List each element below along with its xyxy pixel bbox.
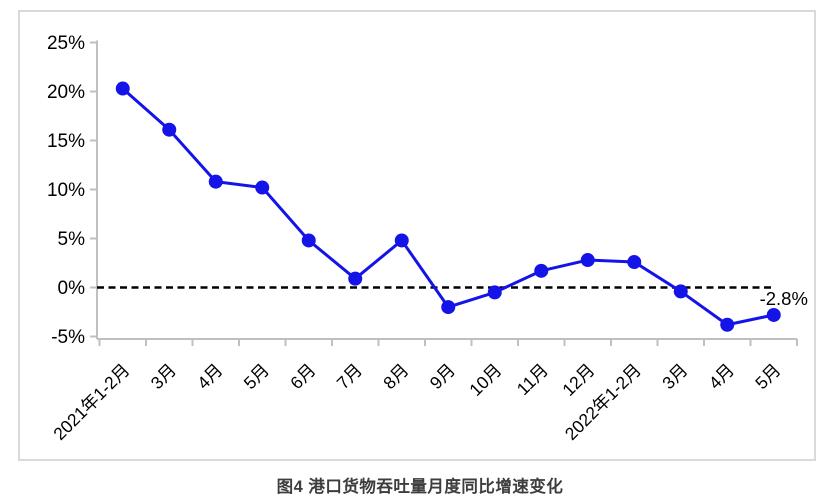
x-tick-label: 3月 (147, 360, 180, 393)
y-tick-label: -5% (51, 327, 85, 348)
data-point (534, 263, 549, 278)
x-tick-label: 12月 (558, 360, 598, 400)
data-point (301, 233, 316, 248)
y-tick-label: 5% (58, 229, 86, 250)
last-value-label: -2.8% (760, 288, 808, 309)
data-point (580, 253, 595, 268)
data-point (487, 285, 502, 300)
data-point (208, 174, 223, 189)
x-tick-label: 10月 (465, 360, 505, 400)
data-point (720, 317, 735, 332)
y-tick-label: 0% (58, 278, 86, 299)
data-point (673, 284, 688, 299)
data-point (348, 271, 363, 286)
chart-border-frame (18, 10, 816, 461)
data-point (394, 233, 409, 248)
x-tick-label: 2021年1-2月 (49, 360, 133, 444)
x-tick-label: 8月 (379, 360, 412, 393)
data-point (162, 122, 177, 137)
data-point (115, 81, 130, 96)
y-tick-label: 25% (47, 33, 85, 54)
x-tick-label: 11月 (513, 360, 552, 399)
y-tick-label: 10% (47, 180, 85, 201)
x-tick-label: 9月 (426, 360, 459, 393)
y-tick-label: 15% (47, 131, 85, 152)
x-tick-label: 4月 (193, 360, 226, 393)
chart-caption: 图4 港口货物吞吐量月度同比增速变化 (276, 478, 564, 496)
data-point (766, 307, 781, 322)
x-tick-label: 7月 (333, 360, 366, 393)
x-tick-label: 6月 (286, 360, 319, 393)
x-tick-label: 5月 (751, 360, 784, 393)
x-tick-label: 5月 (240, 360, 273, 393)
data-point (441, 300, 456, 315)
x-tick-label: 4月 (705, 360, 738, 393)
x-tick-label: 3月 (658, 360, 691, 393)
y-tick-label: 20% (47, 82, 85, 103)
data-point (255, 180, 270, 195)
data-point (627, 255, 642, 270)
